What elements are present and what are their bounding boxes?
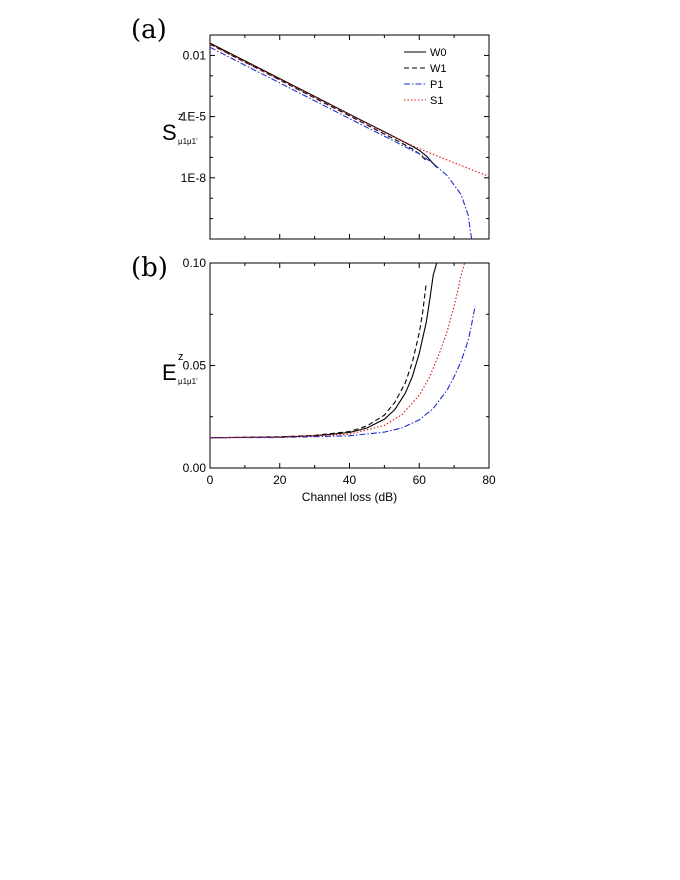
panel-a-ylabel-sub: μ1μ1'	[178, 137, 198, 146]
panel-b-ylabel-sup: z	[178, 351, 184, 363]
panel-a-ytick-label: 0.01	[183, 48, 207, 62]
panel-b-series-p1	[209, 305, 476, 439]
legend: W0 W1 P1 S1	[404, 47, 447, 107]
panel-b-series-w1	[209, 283, 427, 439]
panel-b-ylabel: E z μ1μ1'	[162, 351, 198, 386]
panel-b-series-w0	[209, 262, 438, 439]
panel-b-ticks: 0 20 40 60 80 0.00 0.05 0.10	[183, 256, 496, 487]
legend-label-w0: W0	[430, 47, 447, 59]
panel-a: (a) 0.01 1E-5 1E-8 S z μ1μ1' W0 W1 P1 S1	[131, 15, 490, 240]
panel-a-label: (a)	[131, 15, 167, 45]
panel-b-xtick-label: 20	[273, 473, 287, 487]
panel-a-series-w0	[209, 42, 438, 168]
panel-b-series-s1	[209, 262, 466, 439]
panel-a-series	[209, 42, 490, 240]
panel-b-ytick-label: 0.10	[183, 256, 207, 270]
panel-a-ylabel: S z μ1μ1'	[162, 111, 198, 146]
panel-b-label: (b)	[131, 253, 168, 283]
panel-a-ticks: 0.01 1E-5 1E-8	[181, 34, 490, 240]
legend-label-w1: W1	[430, 63, 447, 75]
panel-a-ytick-label: 1E-8	[181, 171, 207, 185]
panel-b-xtick-label: 40	[343, 473, 357, 487]
panel-b-ytick-label: 0.05	[183, 359, 207, 373]
panel-a-ylabel-main: S	[162, 120, 177, 145]
panel-b-ytick-label: 0.00	[183, 461, 207, 475]
panel-a-ylabel-sup: z	[178, 111, 184, 123]
panel-b-ylabel-main: E	[162, 360, 177, 385]
panel-b-series	[209, 262, 476, 439]
panel-a-series-p1	[209, 46, 473, 240]
panel-b-xtick-label: 0	[207, 473, 214, 487]
legend-label-p1: P1	[430, 79, 443, 91]
panel-b-xlabel: Channel loss (dB)	[302, 490, 397, 504]
panel-b-xtick-label: 80	[482, 473, 496, 487]
panel-a-series-w1	[209, 43, 427, 161]
legend-label-s1: S1	[430, 95, 443, 107]
panel-b: (b) 0 20 40 60 80 0.00 0.05 0.10 E z μ1μ1' Chan…	[131, 253, 496, 504]
panel-b-ylabel-sub: μ1μ1'	[178, 377, 198, 386]
panel-a-ytick-label: 1E-5	[181, 110, 207, 124]
panel-b-xtick-label: 60	[413, 473, 427, 487]
